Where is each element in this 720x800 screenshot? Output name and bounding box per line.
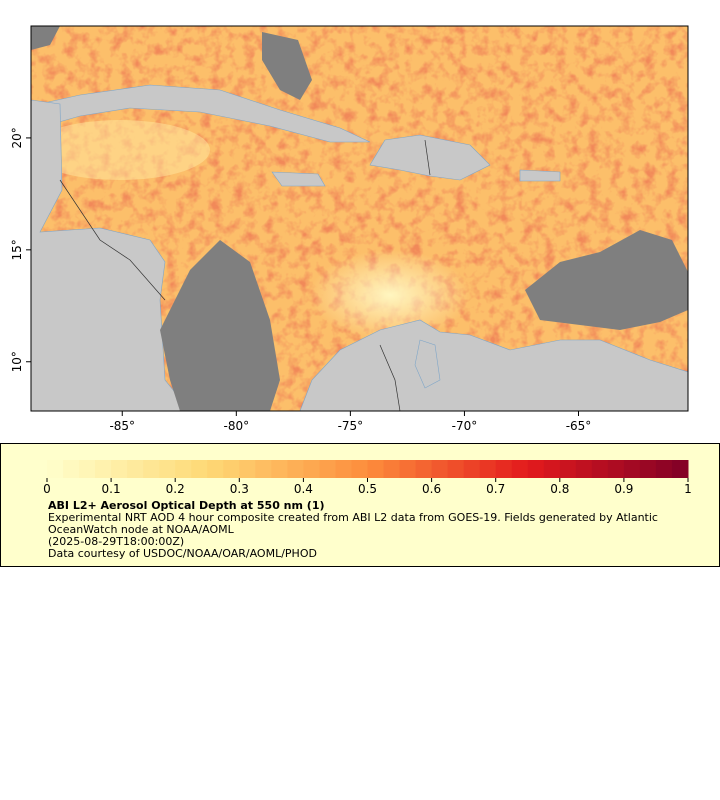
x-tick-label: -75° (338, 419, 364, 433)
colorbar-step (431, 460, 449, 478)
colorbar-tick-label: 0.6 (422, 482, 441, 496)
colorbar-step (575, 460, 593, 478)
colorbar-step (79, 460, 96, 478)
colorbar-step (223, 460, 240, 478)
legend-time: (2025-08-29T18:00:00Z) (48, 535, 185, 548)
colorbar-step (639, 460, 657, 478)
colorbar-step (527, 460, 545, 478)
colorbar-step (239, 460, 256, 478)
colorbar-step (303, 460, 320, 478)
colorbar-step (511, 460, 529, 478)
map-image (31, 26, 688, 411)
colorbar-step (607, 460, 625, 478)
colorbar-step (207, 460, 224, 478)
colorbar-step (383, 460, 401, 478)
map-frame (30, 25, 689, 412)
colorbar-tick-label: 0.8 (550, 482, 569, 496)
legend-title: ABI L2+ Aerosol Optical Depth at 550 nm … (48, 499, 325, 512)
colorbar-step (479, 460, 497, 478)
colorbar-step (159, 460, 176, 478)
colorbar-tick-label: 0.7 (486, 482, 505, 496)
colorbar-step (63, 460, 80, 478)
colorbar-step (175, 460, 192, 478)
colorbar-step (47, 460, 64, 478)
colorbar-step (143, 460, 160, 478)
colorbar-step (271, 460, 288, 478)
colorbar-step (319, 460, 336, 478)
colorbar-tick-label: 0.3 (230, 482, 249, 496)
legend-description: Experimental NRT AOD 4 hour composite cr… (48, 511, 658, 536)
colorbar-tick-label: 0.4 (294, 482, 313, 496)
colorbar-step (543, 460, 561, 478)
colorbar-step (255, 460, 272, 478)
colorbar-step (399, 460, 417, 478)
x-tick-label: -80° (224, 419, 250, 433)
colorbar-tick-label: 0.1 (102, 482, 121, 496)
colorbar-step (287, 460, 304, 478)
colorbar-step (495, 460, 513, 478)
colorbar-tick-label: 0.9 (614, 482, 633, 496)
colorbar-step (559, 460, 577, 478)
legend-credit: Data courtesy of USDOC/NOAA/OAR/AOML/PHO… (48, 547, 317, 560)
colorbar-step (191, 460, 208, 478)
colorbar-step (623, 460, 641, 478)
colorbar-step (671, 460, 689, 478)
colorbar-step (111, 460, 128, 478)
colorbar-step (367, 460, 385, 478)
colorbar-step (335, 460, 352, 478)
x-tick-label: -85° (109, 419, 135, 433)
colorbar-step (655, 460, 673, 478)
colorbar-tick-label: 0.2 (166, 482, 185, 496)
colorbar-tick-label: 0.5 (358, 482, 377, 496)
colorbar-step (447, 460, 465, 478)
colorbar-tick-label: 1 (684, 482, 692, 496)
colorbar-step (591, 460, 609, 478)
colorbar-tick-label: 0 (43, 482, 51, 496)
colorbar-step (463, 460, 481, 478)
colorbar-step (415, 460, 433, 478)
colorbar-step (95, 460, 112, 478)
x-tick-label: -65° (566, 419, 592, 433)
y-tick-label: 15° (10, 239, 24, 260)
x-tick-label: -70° (452, 419, 478, 433)
colorbar-step (127, 460, 144, 478)
y-tick-label: 20° (10, 127, 24, 148)
colorbar-step (351, 460, 368, 478)
y-tick-label: 10° (10, 351, 24, 372)
